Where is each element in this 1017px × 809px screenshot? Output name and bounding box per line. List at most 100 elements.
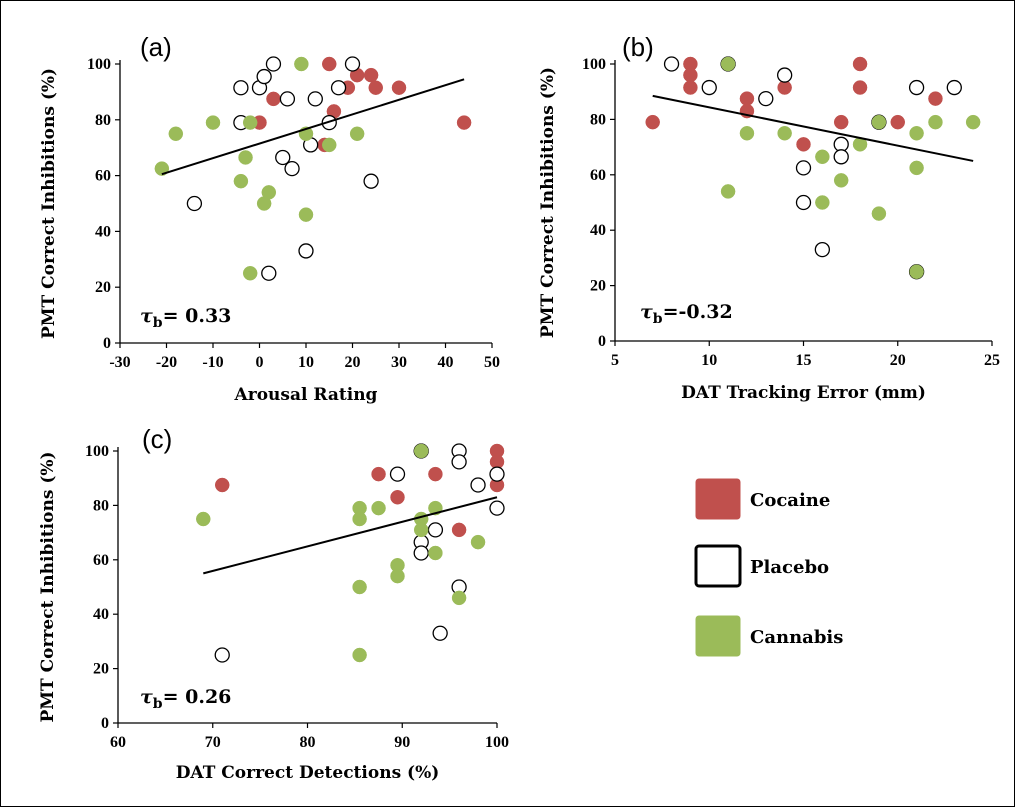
x-axis-title: Arousal Rating (234, 385, 378, 405)
placebo-point (215, 648, 229, 662)
y-axis-title: PMT Correct Inhibitions (%) (538, 67, 558, 338)
tau-annotation: τb= 0.33 (140, 305, 231, 331)
cannabis-point (834, 173, 848, 187)
y-tick-label: 0 (103, 335, 111, 352)
placebo-point (797, 161, 811, 175)
cannabis-point (452, 591, 466, 605)
cocaine-point (392, 81, 406, 95)
cannabis-point (910, 265, 924, 279)
cannabis-point (778, 126, 792, 140)
cannabis-point (243, 266, 257, 280)
x-tick-label: 100 (485, 734, 509, 751)
x-tick-label: 70 (205, 734, 221, 751)
panel-label: (c) (142, 424, 172, 454)
placebo-point (187, 197, 201, 211)
x-tick-label: -30 (109, 354, 130, 371)
placebo-point (391, 467, 405, 481)
x-tick-label: 10 (701, 352, 717, 369)
legend-swatch (696, 546, 740, 586)
placebo-point (234, 81, 248, 95)
cocaine-point (834, 115, 848, 129)
placebo-point (266, 57, 280, 71)
placebo-point (910, 81, 924, 95)
trend-line (653, 96, 973, 161)
y-tick-label: 20 (93, 661, 109, 678)
panel-c: 0 20 40 60 80 100 60 70 80 90 100 DAT Correct Detec… (38, 424, 509, 783)
legend-swatch (696, 616, 740, 656)
trend-line (203, 497, 497, 573)
placebo-point (490, 501, 504, 515)
cocaine-point (391, 490, 405, 504)
y-tick-label: 80 (95, 112, 111, 129)
placebo-point (280, 92, 294, 106)
placebo-point (452, 455, 466, 469)
y-tick-label: 20 (95, 279, 111, 296)
cannabis-point (169, 127, 183, 141)
cannabis-point (196, 512, 210, 526)
placebo-point (797, 196, 811, 210)
cocaine-point (683, 81, 697, 95)
cannabis-point (206, 116, 220, 130)
cocaine-point (215, 478, 229, 492)
cannabis-point (372, 501, 386, 515)
x-tick-label: 40 (438, 354, 454, 371)
x-tick-label: 80 (300, 734, 316, 751)
cannabis-point (262, 185, 276, 199)
placebo-point (428, 523, 442, 537)
placebo-point (308, 92, 322, 106)
x-tick-label: 30 (391, 354, 407, 371)
cannabis-point (299, 208, 313, 222)
cannabis-point (234, 174, 248, 188)
legend-swatch (696, 479, 740, 519)
placebo-point (257, 70, 271, 84)
legend-label: Cannabis (750, 627, 843, 648)
cannabis-point (872, 115, 886, 129)
cocaine-point (740, 92, 754, 106)
placebo-point (332, 81, 346, 95)
x-tick-label: 90 (394, 734, 410, 751)
placebo-point (364, 174, 378, 188)
x-tick-label: 5 (611, 352, 619, 369)
placebo-point (433, 626, 447, 640)
y-tick-label: 100 (582, 56, 606, 73)
cocaine-point (372, 467, 386, 481)
x-axis-title: DAT Tracking Error (mm) (681, 383, 926, 403)
placebo-point (262, 266, 276, 280)
y-tick-label: 60 (95, 168, 111, 185)
cannabis-point (322, 138, 336, 152)
cocaine-point (428, 467, 442, 481)
placebo-point (276, 150, 290, 164)
y-tick-label: 100 (85, 443, 109, 460)
x-tick-label: 20 (890, 352, 906, 369)
cocaine-point (266, 92, 280, 106)
cocaine-point (683, 68, 697, 82)
cocaine-point (322, 57, 336, 71)
cannabis-point (815, 150, 829, 164)
placebo-point (702, 81, 716, 95)
cannabis-point (353, 580, 367, 594)
cocaine-point (797, 137, 811, 151)
cannabis-point (243, 116, 257, 130)
cannabis-point (414, 444, 428, 458)
placebo-point (471, 478, 485, 492)
cannabis-point (350, 127, 364, 141)
cannabis-point (471, 535, 485, 549)
cocaine-point (853, 57, 867, 71)
cannabis-point (294, 57, 308, 71)
placebo-point (947, 81, 961, 95)
placebo-point (285, 162, 299, 176)
y-tick-label: 40 (590, 222, 606, 239)
cannabis-point (428, 546, 442, 560)
cocaine-point (369, 81, 383, 95)
x-tick-label: -10 (202, 354, 223, 371)
y-tick-label: 0 (101, 715, 109, 732)
placebo-point (815, 243, 829, 257)
x-tick-label: 10 (298, 354, 314, 371)
tau-annotation: τb= 0.26 (140, 686, 231, 712)
x-tick-label: -20 (156, 354, 177, 371)
x-tick-label: 20 (345, 354, 361, 371)
cocaine-point (928, 92, 942, 106)
panel-b: 0204060801005 10 15 20 25DAT Tracking Error … (538, 32, 1000, 403)
y-tick-label: 60 (590, 167, 606, 184)
y-tick-label: 100 (87, 56, 111, 73)
